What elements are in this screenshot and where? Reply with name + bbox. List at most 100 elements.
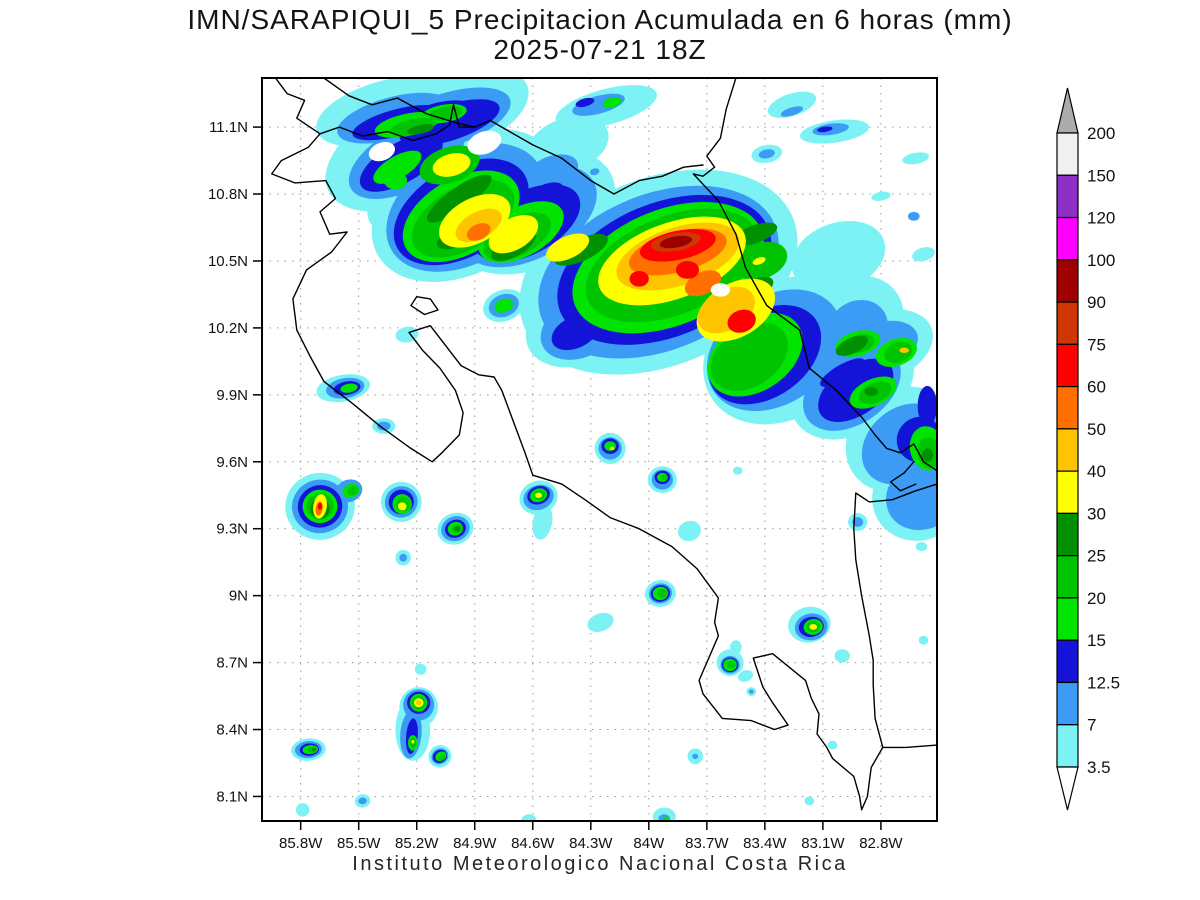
precip-contour-blob: [604, 441, 616, 452]
precip-contour-blob: [551, 314, 600, 351]
lat-tick-label: 8.1N: [216, 788, 248, 805]
colorbar-segment: [1056, 428, 1079, 472]
lon-tick-label: 84W: [633, 835, 665, 852]
colorbar-tick-label: 15: [1087, 631, 1106, 650]
lon-tick-label: 84.3W: [569, 835, 613, 852]
lon-tick-label: 84.6W: [511, 835, 555, 852]
lat-tick-label: 9.9N: [216, 387, 248, 404]
precip-contour-blob: [727, 309, 756, 333]
lon-tick-label: 84.9W: [453, 835, 497, 852]
precip-contour-blob: [732, 466, 743, 475]
map-area: 11.1N 10.8N 10.5N 10.2N 9.9N 9.6N 9.3N 9N 8.7N 8.…: [208, 77, 938, 852]
precip-contour-blob: [791, 220, 886, 293]
colorbar-tick-label: 200: [1087, 124, 1115, 143]
precip-contour-blob: [899, 347, 909, 353]
precip-contour-blob: [727, 661, 735, 669]
precip-contour-blob: [575, 97, 595, 108]
precip-contour-blob: [494, 298, 514, 313]
precip-contour-blob: [411, 740, 415, 744]
precip-contour-blob: [817, 126, 833, 133]
precip-contour-blob: [758, 149, 775, 159]
coastline-path: [323, 78, 704, 195]
coastline-path: [692, 78, 937, 472]
colorbar-segment: [1056, 724, 1079, 768]
colorbar-tick-label: 30: [1087, 504, 1106, 523]
precip-contour-blob: [730, 640, 742, 654]
precip-contour-blob: [767, 91, 817, 118]
precip-contour-blob: [675, 260, 700, 279]
precip-contour-blob: [847, 360, 892, 381]
precip-contour-blob: [340, 383, 358, 393]
precip-contour-blob: [749, 689, 754, 694]
precip-contour-blob: [912, 247, 935, 262]
colorbar-segment: [1056, 512, 1079, 557]
precip-contour-blob: [397, 502, 407, 511]
lat-tick-label: 9.6N: [216, 454, 248, 471]
precip-contour-blob: [918, 635, 929, 645]
precip-contour-blob: [311, 747, 317, 752]
lon-tick-label: 85.5W: [337, 835, 381, 852]
precip-contour-blob: [347, 486, 359, 496]
lat-tick-label: 10.8N: [208, 186, 248, 203]
lat-tick-label: 8.4N: [216, 722, 248, 739]
precip-contour-blob: [692, 753, 699, 759]
colorbar-segment: [1056, 639, 1079, 684]
coastline-path: [271, 78, 937, 811]
precip-contour-blob: [710, 283, 731, 297]
precip-contour-blob: [438, 754, 446, 761]
lat-tick-label: 9N: [229, 588, 248, 605]
precip-contour-blob: [804, 796, 815, 806]
lat-tick-label: 10.5N: [208, 253, 248, 270]
lat-tick-label: 10.2N: [208, 320, 248, 337]
precip-contour-blob: [657, 588, 668, 598]
colorbar-tick-label: 7: [1087, 716, 1096, 735]
precip-contour-blob: [917, 385, 937, 427]
precip-contour-blob: [467, 130, 502, 155]
precip-contour-blob: [921, 448, 934, 462]
lon-tick-label: 85.2W: [395, 835, 439, 852]
colorbar-tick-label: 100: [1087, 251, 1115, 270]
colorbar-tick-label: 120: [1087, 209, 1115, 228]
colorbar-segment: [1056, 470, 1079, 514]
colorbar-segment: [1056, 597, 1079, 641]
precip-contour-blob: [827, 740, 838, 750]
institution-caption: Instituto Meteorologico Nacional Costa R…: [352, 853, 848, 875]
colorbar-segment: [1056, 174, 1079, 219]
coastline-path: [853, 483, 937, 749]
precip-contour-blob: [532, 504, 553, 540]
lat-tick-label: 11.1N: [209, 119, 248, 136]
precip-contour-blob: [884, 341, 913, 364]
precip-contour-blob: [589, 168, 600, 176]
precip-contour-blob: [426, 174, 492, 223]
colorbar-under-arrow: [1056, 766, 1079, 811]
precip-contour-blob: [454, 526, 461, 532]
precip-contour-blob: [907, 211, 920, 221]
precip-contour-blob: [407, 124, 434, 135]
precip-contour-blob: [609, 446, 615, 451]
valid-time-subtitle: 2025-07-21 18Z: [493, 34, 707, 65]
colorbar-tick-label: 50: [1087, 420, 1106, 439]
colorbar-tick-label: 20: [1087, 589, 1106, 608]
lon-tick-label: 83.1W: [801, 835, 845, 852]
precip-contour-blob: [886, 460, 937, 531]
map-frame: [261, 77, 938, 822]
colorbar-segment: [1056, 259, 1079, 303]
precip-contour-blob: [835, 335, 869, 356]
precip-contour-blob: [678, 520, 701, 542]
precip-contour-blob: [738, 670, 754, 682]
colorbar-tick-label: 12.5: [1087, 673, 1120, 692]
map-clipped-layers: [262, 78, 937, 821]
precip-contour-blob: [466, 223, 491, 241]
lat-tick-label: 8.7N: [216, 655, 248, 672]
precip-contour-blob: [834, 649, 850, 663]
lon-tick-label: 83.4W: [743, 835, 787, 852]
precip-contour-blob: [399, 553, 408, 562]
lon-tick-label: 82.8W: [859, 835, 903, 852]
colorbar-tick-label: 150: [1087, 166, 1115, 185]
precip-contour-blob: [377, 421, 391, 431]
colorbar-tick-label: 90: [1087, 293, 1106, 312]
precip-contour-blob: [373, 150, 422, 184]
precip-contour-blob: [546, 233, 590, 262]
